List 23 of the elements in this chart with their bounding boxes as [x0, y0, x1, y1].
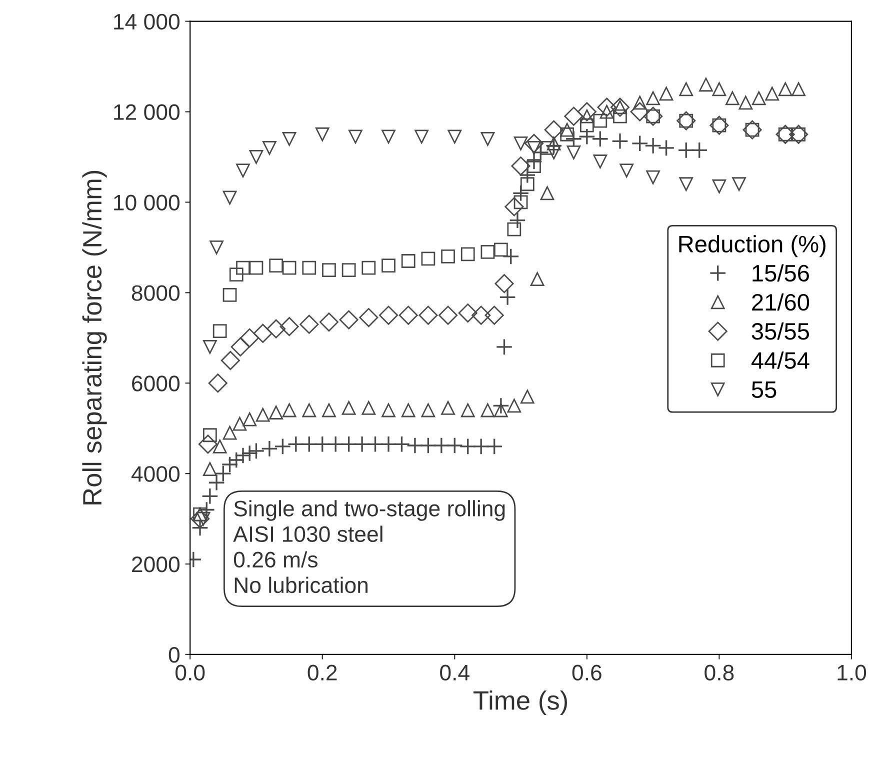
y-tick-label: 12 000 [114, 104, 180, 120]
y-tick-label: 0 [168, 646, 180, 663]
legend-title: Reduction (%) [679, 235, 826, 258]
x-tick-label: 1.0 [838, 664, 866, 681]
x-tick-label: 0.0 [176, 664, 205, 681]
y-tick-label: 4000 [131, 466, 180, 482]
y-tick-label: 10 000 [114, 194, 180, 210]
x-tick-label: 0.4 [440, 664, 470, 681]
x-tick-label: 0.6 [572, 664, 602, 681]
y-tick-label: 6000 [132, 376, 180, 392]
annotation: Single and two-stage rolling AISI 1030 steel 0.26 m/s No lubrication [233, 500, 505, 594]
x-axis-title: Time (s) [474, 690, 568, 716]
x-tick-label: 0.2 [308, 664, 337, 681]
x-tick-label: 0.8 [704, 664, 734, 681]
y-tick-label: 14 000 [114, 14, 180, 30]
legend-label: 15/56 [752, 264, 809, 282]
legend-label: 44/54 [751, 352, 810, 369]
y-axis-title: Roll separating force (N/mm) [82, 170, 107, 504]
y-tick-label: 2000 [132, 556, 180, 572]
y-tick-label: 8000 [132, 285, 180, 301]
legend-label: 35/55 [752, 322, 810, 340]
legend-label: 55 [752, 381, 776, 398]
legend-label: 21/60 [752, 293, 810, 311]
